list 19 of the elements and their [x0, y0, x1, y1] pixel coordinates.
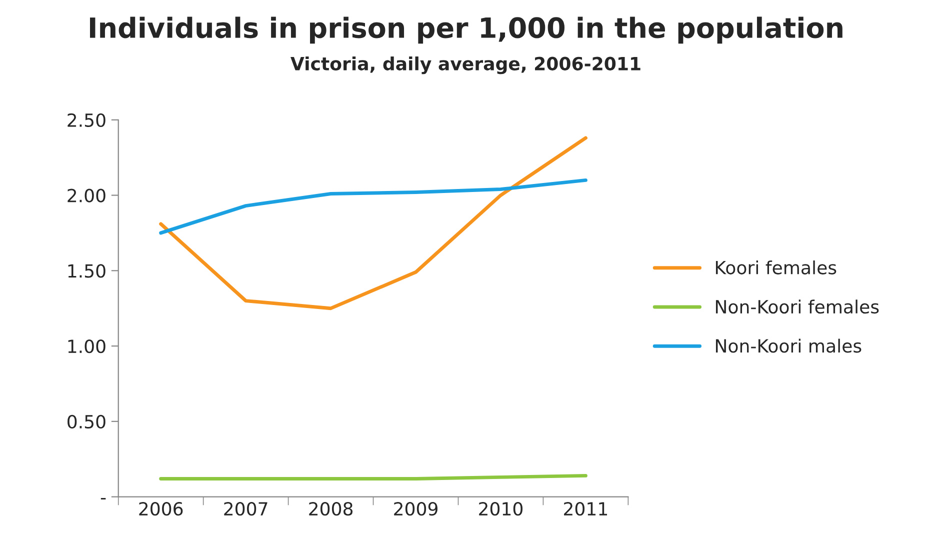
x-tick-label: 2010	[479, 502, 522, 516]
x-tick-label: 2007	[224, 502, 268, 516]
y-tick-label: 1.00	[68, 339, 106, 354]
x-tick-label: 2008	[309, 502, 353, 516]
y-tick-label: 2.00	[68, 188, 106, 202]
x-tick-label: 2006	[139, 502, 183, 516]
y-tick-label: 2.50	[68, 113, 106, 127]
chart-title: Individuals in prison per 1,000 in the population	[90, 16, 842, 44]
y-tick-label: 1.50	[68, 264, 106, 278]
legend-label: Non-Koori males	[716, 338, 862, 353]
chart-subtitle: Victoria, daily average, 2006-2011	[290, 56, 640, 74]
legend-label: Koori females	[716, 260, 836, 274]
x-tick-label: 2011	[564, 502, 607, 516]
legend-label: Non-Koori females	[716, 300, 879, 314]
line-series	[159, 136, 588, 310]
y-tick-label: 0.50	[68, 414, 106, 429]
x-tick-label: 2009	[394, 502, 438, 516]
line-series	[159, 178, 588, 235]
y-tick-label: -	[100, 498, 106, 500]
